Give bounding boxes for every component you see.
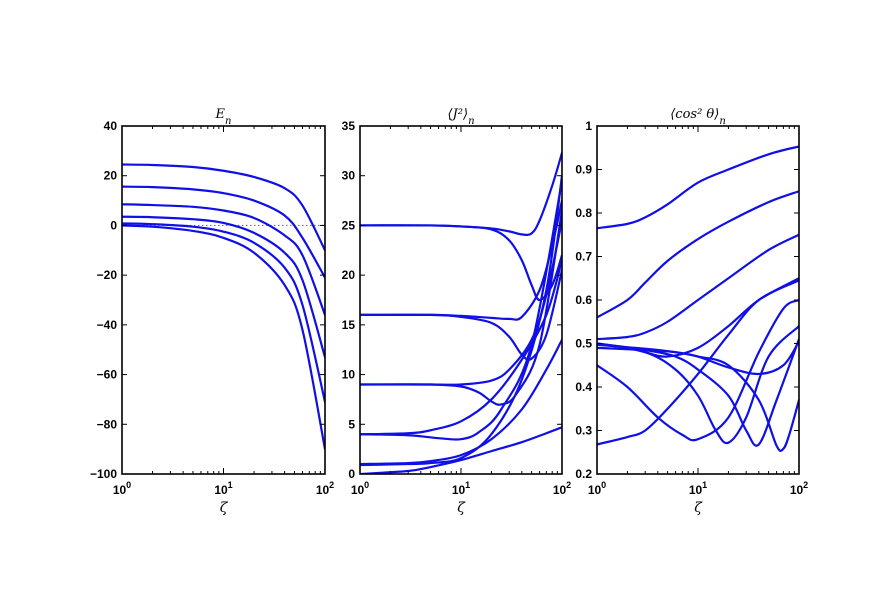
series-line-2	[122, 185, 325, 279]
y-tick-label: 40	[104, 119, 118, 133]
series-line-5	[597, 279, 799, 446]
series-line-6	[122, 224, 325, 451]
y-tick-label: 20	[342, 268, 356, 282]
cos-squared-panel: 0.2 0.3 0.4 0.5 0.6 0.7 0.8 0.9 1 100 101 102 ⟨cos² …	[575, 107, 808, 516]
series-line-10	[597, 340, 799, 376]
series-line-2	[360, 224, 562, 302]
x-axis-label: ζ	[220, 500, 229, 516]
y-tick-label: −60	[97, 368, 118, 382]
series-line-2	[597, 190, 799, 319]
panel-title: ⟨cos² θ⟩n	[670, 107, 726, 127]
y-tick-label: 10	[342, 368, 356, 382]
y-tick-label: 20	[104, 169, 118, 183]
y-tick-label: −80	[97, 417, 118, 431]
y-tick-label: 0.3	[575, 424, 592, 438]
series-line-7	[597, 325, 799, 445]
y-tick-label: 30	[342, 169, 356, 183]
series-line-6	[360, 209, 562, 406]
series-line-1	[122, 163, 325, 252]
y-tick-label: 25	[342, 218, 356, 232]
y-tick-label: 0.2	[575, 467, 592, 481]
series-line-4	[597, 277, 799, 358]
x-tick-label: 102	[316, 480, 334, 497]
y-tick-label: 0.4	[575, 380, 592, 394]
y-tick-label: 0.8	[575, 206, 592, 220]
y-tick-label: 1	[585, 119, 592, 133]
y-tick-label: −20	[97, 268, 118, 282]
y-tick-label: 0	[348, 467, 355, 481]
series-line-8	[360, 179, 562, 441]
panel-title: ⟨J²⟩n	[447, 107, 474, 127]
y-tick-label: 35	[342, 119, 356, 133]
y-tick-label: 0.5	[575, 337, 592, 351]
series-line-9	[597, 343, 799, 453]
x-axis-label: ζ	[694, 500, 703, 516]
series-line-11	[360, 426, 562, 474]
x-tick-label: 101	[452, 480, 470, 497]
y-tick-label: 0.7	[575, 250, 592, 264]
x-tick-label: 100	[113, 480, 131, 497]
series-line-4	[122, 215, 325, 359]
y-tick-label: 15	[342, 318, 356, 332]
series-line-6	[597, 298, 799, 442]
axes-frame	[121, 125, 326, 475]
x-tick-label: 101	[689, 480, 707, 497]
series-line-1	[597, 145, 799, 230]
series-line-3	[597, 233, 799, 341]
series-line-7	[360, 259, 562, 436]
series-line-5	[360, 219, 562, 386]
series-line-5	[122, 222, 325, 404]
x-axis-label: ζ	[457, 500, 466, 516]
y-tick-label: 0.6	[575, 293, 592, 307]
y-tick-label: 0	[110, 218, 117, 232]
series-line-4	[360, 269, 562, 362]
series-line-3	[122, 203, 325, 317]
j-squared-panel: 0 5 10 15 20 25 30 35 100 101 102 ⟨J²⟩n ζ	[342, 107, 572, 516]
y-tick-label: −100	[90, 467, 117, 481]
x-tick-label: 102	[790, 480, 808, 497]
panel-title: En	[215, 107, 232, 127]
series-line-8	[597, 338, 799, 447]
x-tick-label: 102	[553, 480, 571, 497]
series-line-3	[360, 199, 562, 321]
y-tick-label: 5	[348, 417, 355, 431]
x-tick-label: 101	[214, 480, 232, 497]
x-tick-label: 100	[351, 480, 369, 497]
y-tick-label: −40	[97, 318, 118, 332]
series-line-10	[360, 174, 562, 467]
x-tick-label: 100	[588, 480, 606, 497]
series-line-1	[360, 151, 562, 236]
y-tick-label: 0.9	[575, 163, 592, 177]
